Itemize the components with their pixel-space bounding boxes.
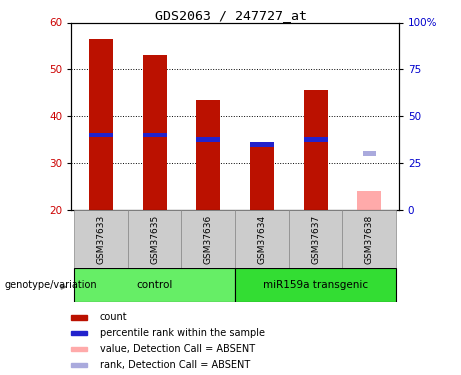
Text: genotype/variation: genotype/variation — [5, 280, 97, 290]
Bar — [250, 147, 274, 210]
Text: percentile rank within the sample: percentile rank within the sample — [100, 328, 265, 338]
Text: GSM37638: GSM37638 — [365, 214, 374, 264]
Text: miR159a transgenic: miR159a transgenic — [263, 280, 368, 290]
Bar — [235, 210, 289, 268]
Bar — [71, 331, 88, 335]
Text: GSM37635: GSM37635 — [150, 214, 159, 264]
Bar — [362, 152, 376, 156]
Text: GSM37633: GSM37633 — [96, 214, 106, 264]
Text: GSM37634: GSM37634 — [257, 214, 266, 264]
Text: count: count — [100, 312, 127, 322]
Bar — [71, 315, 88, 320]
Bar — [196, 100, 220, 210]
Bar — [74, 210, 128, 268]
Bar — [196, 137, 220, 142]
Bar — [357, 191, 381, 210]
Bar — [142, 133, 167, 137]
Bar — [235, 268, 396, 302]
Text: control: control — [136, 280, 173, 290]
Bar — [182, 210, 235, 268]
Bar — [89, 39, 113, 210]
Text: GSM37637: GSM37637 — [311, 214, 320, 264]
Bar — [89, 133, 113, 137]
Bar — [303, 90, 328, 210]
Bar — [128, 210, 182, 268]
Bar — [71, 347, 88, 351]
Text: GSM37636: GSM37636 — [204, 214, 213, 264]
Bar — [303, 137, 328, 142]
Bar — [250, 142, 274, 147]
Text: rank, Detection Call = ABSENT: rank, Detection Call = ABSENT — [100, 360, 250, 370]
Bar — [74, 268, 235, 302]
Text: value, Detection Call = ABSENT: value, Detection Call = ABSENT — [100, 344, 255, 354]
Bar — [142, 56, 167, 210]
Bar — [71, 363, 88, 367]
Bar — [343, 210, 396, 268]
Text: GDS2063 / 247727_at: GDS2063 / 247727_at — [154, 9, 307, 22]
Bar — [289, 210, 343, 268]
